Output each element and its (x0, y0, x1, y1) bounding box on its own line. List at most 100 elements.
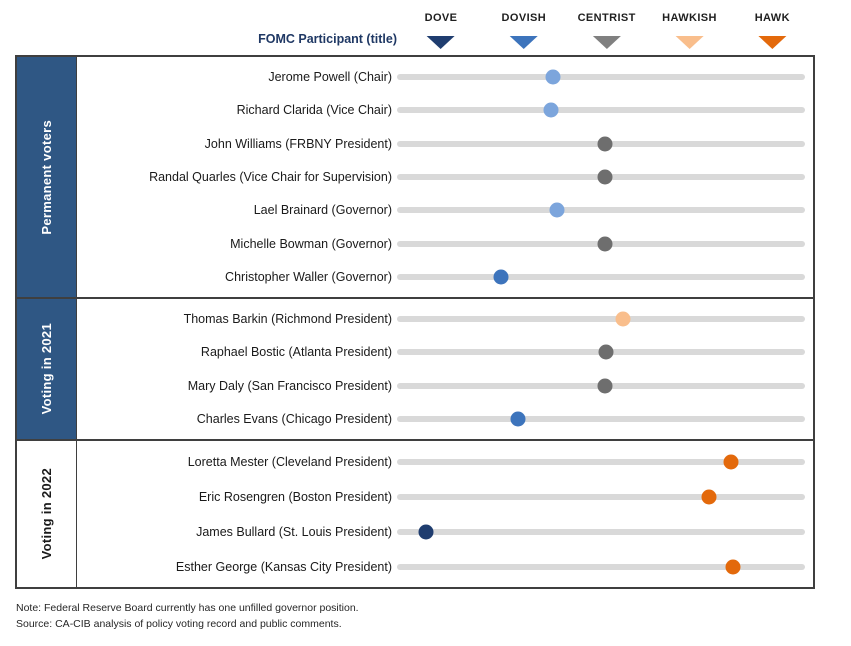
stance-bar (397, 302, 805, 336)
participant-row: Raphael Bostic (Atlanta President) (77, 336, 813, 370)
section-label-band: Voting in 2022 (17, 441, 77, 587)
stance-dot (543, 102, 559, 118)
centrist-triangle-icon (592, 36, 621, 49)
stance-bar (397, 194, 805, 227)
participant-row: Michelle Bowman (Governor) (77, 227, 813, 260)
participant-name: Randal Quarles (Vice Chair for Supervisi… (149, 169, 392, 184)
stance-bar (397, 227, 805, 260)
section-permanent-voters: Permanent voters Jerome Powell (Chair) Ric… (17, 57, 813, 299)
participant-name: Richard Clarida (Vice Chair) (236, 103, 392, 118)
stance-dot (725, 559, 741, 574)
section-rows: Loretta Mester (Cleveland President) Eric… (77, 441, 813, 587)
participant-row: Loretta Mester (Cleveland President) (77, 444, 813, 479)
scale-label: CENTRIST (577, 12, 636, 24)
section-label-band: Permanent voters (17, 57, 77, 297)
stance-bar-track (397, 107, 805, 114)
scale-column-centrist: CENTRIST (578, 12, 636, 49)
stance-dot (493, 269, 509, 285)
participant-name: Mary Daly (San Francisco President) (187, 378, 392, 393)
participant-row: Lael Brainard (Governor) (77, 194, 813, 227)
section-label: Permanent voters (39, 119, 54, 235)
participant-row: Esther George (Kansas City President) (77, 549, 813, 584)
stance-bar (397, 403, 805, 437)
participant-row: Christopher Waller (Governor) (77, 261, 813, 294)
hawk-triangle-icon (758, 36, 787, 49)
participant-row: Mary Daly (San Francisco President) (77, 369, 813, 403)
stance-bar (397, 369, 805, 403)
source-text: Source: CA-CIB analysis of policy voting… (16, 618, 342, 631)
stance-bar (397, 444, 805, 479)
section-label-band: Voting in 2021 (17, 299, 77, 439)
stance-dot (598, 344, 613, 360)
section-label: Voting in 2021 (39, 323, 54, 415)
participant-row: Thomas Barkin (Richmond President) (77, 302, 813, 336)
participant-row: Richard Clarida (Vice Chair) (77, 93, 813, 126)
participant-name: Lael Brainard (Governor) (253, 203, 392, 218)
stance-bar-track (397, 416, 805, 423)
participant-name: Loretta Mester (Cleveland President) (187, 454, 392, 469)
stance-dot (615, 311, 631, 327)
stance-dot (597, 236, 613, 252)
section-label: Voting in 2022 (39, 468, 54, 560)
stance-dot (597, 169, 613, 185)
stance-bar (397, 60, 805, 93)
section-rows: Thomas Barkin (Richmond President) Raphae… (77, 299, 813, 439)
stance-bar (397, 549, 805, 584)
scale-column-dove: DOVE (425, 12, 458, 49)
stance-bar (397, 336, 805, 370)
scale-label: HAWK (754, 12, 790, 24)
participant-name: Charles Evans (Chicago President) (196, 412, 392, 427)
section-voting-in-2022: Voting in 2022 Loretta Mester (Cleveland … (17, 441, 813, 587)
participant-row: Eric Rosengren (Boston President) (77, 479, 813, 514)
stance-bar-track (397, 528, 805, 535)
stance-dot (510, 411, 526, 427)
stance-bar-track (397, 207, 805, 214)
dovish-triangle-icon (509, 36, 538, 49)
participant-name: Jerome Powell (Chair) (268, 69, 392, 84)
participant-name: Esther George (Kansas City President) (175, 559, 392, 574)
participant-row: James Bullard (St. Louis President) (77, 514, 813, 549)
participant-row: Randal Quarles (Vice Chair for Supervisi… (77, 160, 813, 193)
stance-bar (397, 127, 805, 160)
footnotes: Note: Federal Reserve Board currently ha… (16, 600, 359, 633)
stance-dot (701, 489, 717, 504)
participant-name: Christopher Waller (Governor) (225, 270, 392, 285)
participant-name: Raphael Bostic (Atlanta President) (200, 345, 392, 360)
scale-label: DOVE (424, 12, 458, 24)
chart-plot-area: Permanent voters Jerome Powell (Chair) Ric… (15, 55, 815, 589)
participant-name: Thomas Barkin (Richmond President) (183, 311, 392, 326)
stance-scale-header: DOVE DOVISH CENTRIST HAWKISH HAWK (399, 12, 807, 54)
participant-name: Michelle Bowman (Governor) (230, 236, 392, 251)
participant-column-header: FOMC Participant (title) (258, 32, 397, 46)
stance-dot (418, 524, 434, 539)
stance-bar-track (397, 458, 805, 465)
dove-triangle-icon (427, 36, 456, 49)
scale-column-hawkish: HAWKISH (662, 12, 717, 49)
participant-name: John Williams (FRBNY President) (204, 136, 392, 151)
scale-label: DOVISH (501, 12, 547, 24)
scale-label: HAWKISH (662, 12, 717, 24)
stance-bar-track (397, 274, 805, 281)
stance-dot (597, 378, 613, 394)
stance-bar-track (397, 493, 805, 500)
stance-bar (397, 160, 805, 193)
stance-bar (397, 479, 805, 514)
note-text: Note: Federal Reserve Board currently ha… (16, 602, 359, 614)
scale-column-hawk: HAWK (755, 12, 790, 49)
stance-bar (397, 514, 805, 549)
stance-dot (597, 136, 613, 152)
participant-row: Charles Evans (Chicago President) (77, 403, 813, 437)
hawkish-triangle-icon (675, 36, 704, 49)
participant-row: Jerome Powell (Chair) (77, 60, 813, 93)
participant-name: Eric Rosengren (Boston President) (198, 489, 392, 504)
participant-row: John Williams (FRBNY President) (77, 127, 813, 160)
stance-bar-track (397, 563, 805, 570)
section-rows: Jerome Powell (Chair) Richard Clarida (Vi… (77, 57, 813, 297)
stance-bar-track (397, 315, 805, 322)
stance-dot (723, 454, 739, 469)
stance-dot (549, 202, 565, 218)
scale-column-dovish: DOVISH (502, 12, 547, 49)
section-voting-in-2021: Voting in 2021 Thomas Barkin (Richmond Pr… (17, 299, 813, 441)
stance-bar-track (397, 73, 805, 80)
